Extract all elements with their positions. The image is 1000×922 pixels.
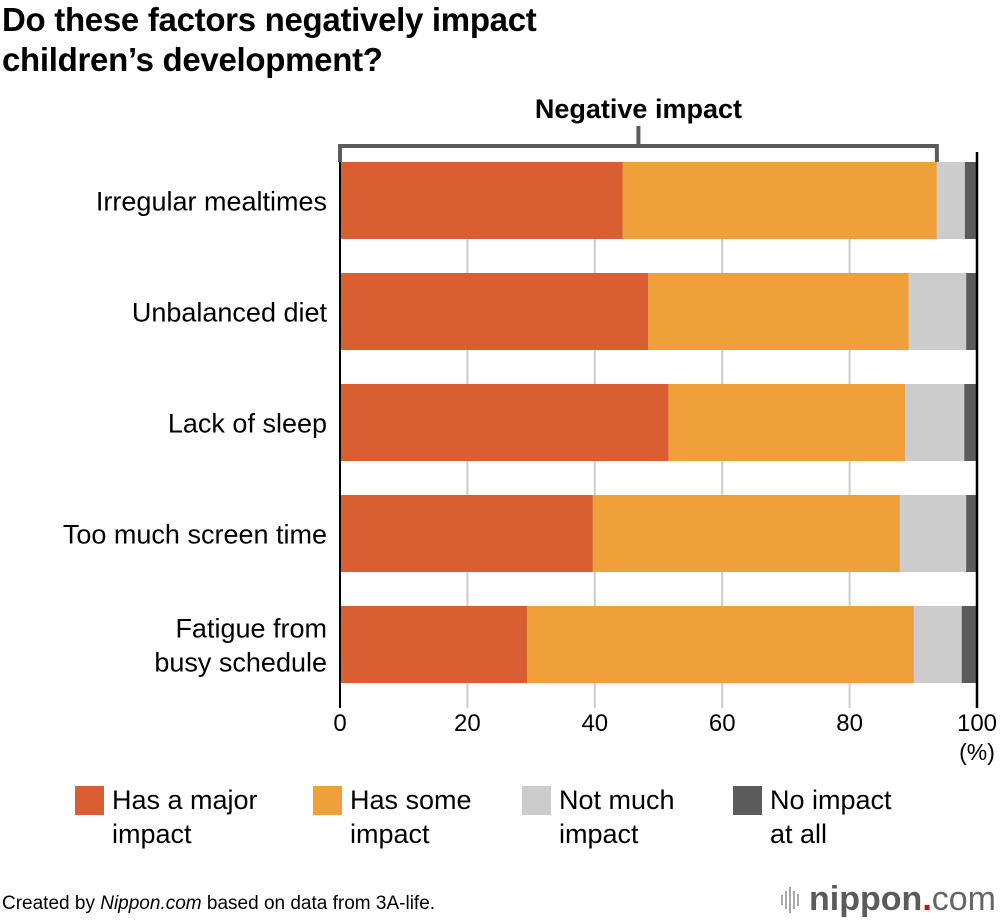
bar-segment xyxy=(340,273,649,350)
legend-label: at all xyxy=(770,819,828,849)
legend-label: impact xyxy=(350,819,430,849)
bar-segment xyxy=(340,606,528,683)
legend-label: Not much xyxy=(559,785,675,815)
source-credit: Created by Nippon.com based on data from… xyxy=(2,893,435,915)
category-label-line: Fatigue from xyxy=(175,614,327,644)
bar-segment xyxy=(964,384,977,461)
bar-segment xyxy=(964,162,977,239)
category-label: Irregular mealtimes xyxy=(96,187,327,217)
legend-swatch-major xyxy=(75,786,104,815)
bar-segment xyxy=(899,495,967,572)
bar-segment xyxy=(936,162,965,239)
bar-segment xyxy=(340,384,669,461)
category-label-line: Irregular mealtimes xyxy=(96,187,327,217)
category-label: Too much screen time xyxy=(63,520,327,550)
bar-segment xyxy=(340,162,623,239)
category-label-line: Too much screen time xyxy=(63,520,327,550)
chart-title-line-1: Do these factors negatively impact xyxy=(2,1,537,38)
x-tick-label: 40 xyxy=(581,710,608,737)
legend-swatch-none xyxy=(733,786,762,815)
bar-segment xyxy=(340,495,593,572)
category-label: Lack of sleep xyxy=(168,409,327,439)
bracket-line xyxy=(338,144,939,162)
stacked-bar-chart: Irregular mealtimes Unbalanced diet Lack o… xyxy=(63,94,997,765)
bar-segment xyxy=(592,495,900,572)
bar-segment xyxy=(905,384,965,461)
bar-segment xyxy=(527,606,914,683)
category-labels: Irregular mealtimes Unbalanced diet Lack o… xyxy=(63,187,328,678)
credit-source: Nippon.com xyxy=(100,893,202,914)
negative-impact-bracket: Negative impact xyxy=(338,94,939,162)
legend-item-some: Has some impact xyxy=(313,783,540,851)
legend: Has a major impact Has some impact Not muc… xyxy=(0,783,1000,853)
unit-label: (%) xyxy=(959,739,995,765)
chart-title-line-2: children’s development? xyxy=(2,41,383,78)
logo-name: nippon xyxy=(809,880,923,918)
credit-suffix: based on data from 3A-life. xyxy=(201,893,436,914)
bar-segment xyxy=(913,606,962,683)
credit-prefix: Created by xyxy=(2,893,101,914)
category-label-line: Unbalanced diet xyxy=(132,298,328,328)
legend-label: Has a major xyxy=(112,785,258,815)
x-tick-label: 100 xyxy=(957,710,997,737)
x-tick-labels: 0 20 40 60 80 100(%) xyxy=(333,710,997,765)
legend-label: impact xyxy=(559,819,639,849)
nippon-logo[interactable]: nippon. com xyxy=(781,880,996,919)
bar-segment xyxy=(668,384,906,461)
category-label: Unbalanced diet xyxy=(132,298,328,328)
legend-label: Has some xyxy=(350,785,472,815)
bar-segment xyxy=(961,606,977,683)
legend-label: impact xyxy=(112,819,192,849)
legend-item-none: No impact at all xyxy=(733,783,960,851)
bars xyxy=(340,162,977,683)
x-tick-label: 20 xyxy=(454,710,481,737)
bar-segment xyxy=(966,495,977,572)
chart-title: Do these factors negatively impact child… xyxy=(2,0,537,80)
logo-tld: com xyxy=(931,880,996,918)
category-label: Fatigue from busy schedule xyxy=(154,614,327,678)
bar-segment xyxy=(648,273,909,350)
axes xyxy=(339,152,979,708)
bracket-label: Negative impact xyxy=(535,94,742,124)
category-label-line: Lack of sleep xyxy=(168,409,327,439)
bar-segment xyxy=(622,162,937,239)
soundwave-icon xyxy=(781,886,801,914)
legend-item-not-much: Not much impact xyxy=(522,783,749,851)
legend-swatch-not-much xyxy=(522,786,551,815)
category-label-line: busy schedule xyxy=(154,648,327,678)
legend-swatch-some xyxy=(313,786,342,815)
logo-dot: . xyxy=(922,880,932,918)
x-tick-label: 60 xyxy=(709,710,736,737)
x-tick-label: 0 xyxy=(333,710,346,737)
legend-item-major: Has a major impact xyxy=(75,783,302,851)
legend-label: No impact xyxy=(770,785,892,815)
bar-segment xyxy=(966,273,977,350)
x-tick-label: 80 xyxy=(836,710,863,737)
bar-segment xyxy=(908,273,967,350)
